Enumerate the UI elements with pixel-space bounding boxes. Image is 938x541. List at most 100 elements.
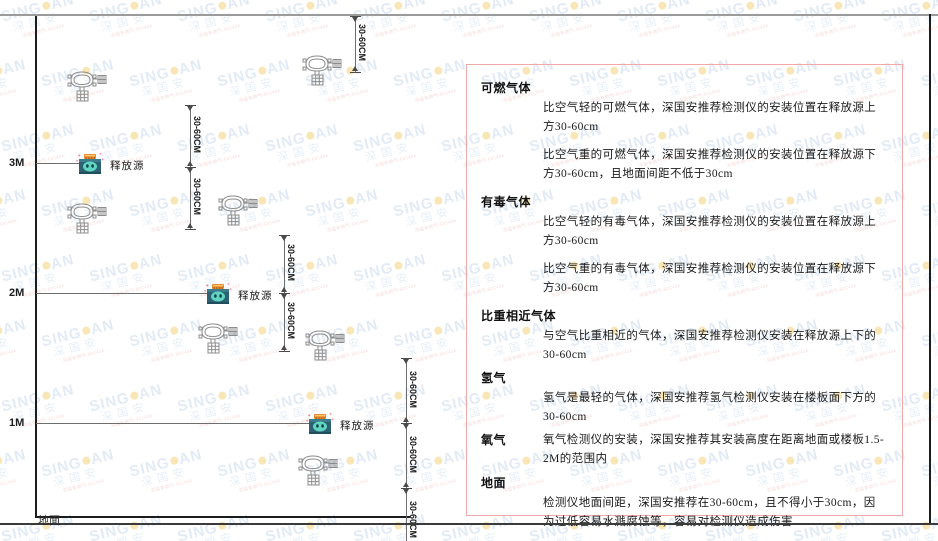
dimension-tick (279, 293, 290, 294)
watermark-brand-cn: 深国安 (364, 270, 414, 295)
guidance-section: 氧气 氧气检测仪的安装，深国安推荐其安装高度在距离地面或楼板1.5-2M的范围内 (481, 431, 886, 473)
dimension-arrow-icon (403, 489, 409, 494)
watermark-subtext: 深国安燃气-601434 (62, 478, 105, 494)
watermark-brand-cn: 深国安 (188, 527, 255, 541)
watermark-dot-icon (393, 130, 403, 141)
guidance-section-body: 氧气检测仪的安装，深国安推荐其安装高度在距离地面或楼板1.5-2M的范围内 (543, 431, 886, 473)
dimension-right-1m: 30-60CM 30-60CM 30-60CM (401, 358, 418, 541)
dimension-arrow-icon (352, 66, 358, 71)
guidance-paragraph: 比空气轻的有毒气体，深国安推荐检测仪的安装位置在释放源上方30-60cm (543, 216, 877, 247)
watermark-dot-icon (433, 65, 443, 76)
release-source-label: 释放源 (110, 160, 145, 172)
watermark-subtext: 深国安燃气-601434 (150, 88, 193, 104)
watermark-subtext: 深国安燃气-601434 (22, 153, 65, 169)
dimension-arrow-icon (403, 424, 409, 429)
watermark-brand-cn: 深国安 (228, 465, 278, 490)
guidance-paragraph: 氢气是最轻的气体，深国安推荐氢气检测仪安装在楼板面下方的30-60cm (543, 392, 877, 423)
dimension-arrow-icon (281, 294, 287, 299)
watermark-dot-icon (0, 195, 3, 206)
dimension-left-3m: 30-60CM 30-60CM (185, 105, 202, 230)
height-axis (35, 14, 37, 518)
watermark-brand-cn: 深国安 (932, 465, 938, 490)
watermark-brand-cn: 深国安 (404, 205, 454, 230)
watermark-dot-icon (345, 455, 355, 466)
watermark-subtext: 深国安燃气-601434 (22, 283, 65, 299)
watermark-subtext: 深国安燃气-601434 (902, 23, 938, 39)
watermark-dot-icon (217, 130, 227, 141)
dimension-arrow-icon (187, 223, 193, 228)
height-level-rule (36, 163, 81, 164)
guidance-section-heading: 可燃气体 (481, 81, 532, 95)
watermark-brand-cn: 深国安 (140, 75, 190, 100)
watermark-brand-cn: 深国安 (892, 527, 938, 541)
watermark-dot-icon (433, 325, 443, 336)
height-level-label-3m: 3M (9, 157, 25, 169)
watermark-subtext: 深国安燃气-601434 (902, 283, 938, 299)
watermark-brand-cn: 深国安 (52, 465, 102, 490)
ground-axis (35, 516, 410, 518)
dimension-tick (401, 423, 412, 424)
height-level-label-1m: 1M (9, 417, 25, 429)
dimension-tick (401, 488, 412, 489)
watermark-brand-cn: 深国安 (892, 10, 938, 35)
watermark-brand-cn: 深国安 (12, 10, 62, 35)
watermark-dot-icon (393, 390, 403, 401)
watermark-dot-icon (745, 0, 755, 11)
watermark-subtext: 深国安燃气-601434 (286, 283, 329, 299)
release-source-2m-icon (203, 282, 233, 308)
watermark-brand-cn: 深国安 (364, 527, 431, 541)
watermark-subtext: 深国安燃气-601434 (374, 23, 417, 39)
dimension-arrow-icon (281, 287, 287, 292)
watermark-dot-icon (257, 325, 267, 336)
page-frame-bottom (0, 523, 938, 525)
dimension-line (406, 358, 407, 541)
guidance-section: 可燃气体 比空气轻的可燃气体，深国安推荐检测仪的安装位置在释放源上方30-60cm… (481, 79, 886, 184)
guidance-section: 比重相近气体 与空气比重相近的气体，深国安推荐检测仪安装在释放源上下的30-60c… (481, 307, 886, 365)
dimension-tick (279, 235, 290, 236)
gas-detector-above-2m-icon (213, 190, 259, 230)
watermark-dot-icon (345, 325, 355, 336)
dimension-tick (185, 167, 196, 168)
watermark-brand-cn: 深国安 (140, 465, 190, 490)
watermark-subtext: 深国安燃气-601434 (198, 413, 241, 429)
watermark-subtext: 深国安燃气-601434 (0, 88, 17, 104)
watermark-brand-cn: 深国安 (188, 400, 238, 425)
guidance-section-body: 与空气比重相近的气体，深国安推荐检测仪安装在释放源上下的30-60cm (481, 327, 886, 365)
watermark-subtext: 深国安燃气-601434 (374, 153, 417, 169)
watermark-dot-icon (169, 65, 179, 76)
dimension-arrow-icon (403, 417, 409, 422)
dimension-tick (401, 358, 412, 359)
watermark-dot-icon (0, 65, 3, 76)
watermark-brand-cn: 深国安 (404, 75, 454, 100)
watermark-subtext: 深国安燃气-601434 (22, 413, 65, 429)
watermark-brand-cn: 深国安 (0, 465, 14, 490)
watermark-dot-icon (433, 455, 443, 466)
watermark-dot-icon (129, 0, 139, 11)
watermark-brand-cn: 深国安 (316, 205, 366, 230)
watermark-brand-cn: 深国安 (100, 10, 150, 35)
